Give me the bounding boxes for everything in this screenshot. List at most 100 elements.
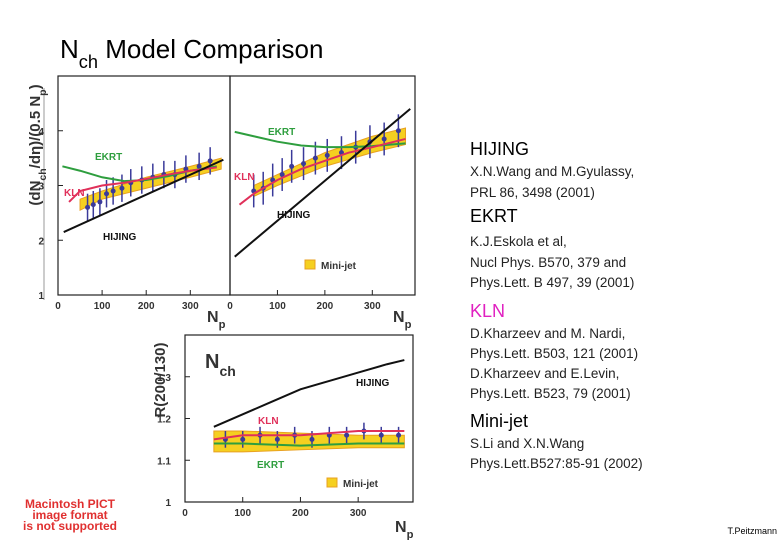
data-point — [90, 202, 96, 208]
plot-frame — [229, 75, 416, 296]
legend-label: Mini-jet — [321, 261, 357, 272]
x-tick-label: 0 — [227, 301, 233, 312]
data-point — [119, 185, 125, 191]
reference-line: K.J.Eskola et al, — [470, 234, 567, 249]
legend-swatch — [326, 477, 338, 488]
data-point — [381, 136, 387, 142]
x-axis-label: Np — [395, 519, 414, 540]
x-axis-label-part: p — [407, 529, 414, 540]
data-point — [207, 158, 213, 164]
data-point — [289, 163, 295, 169]
model-line — [234, 108, 411, 258]
y-axis-label-part: ) — [27, 84, 44, 89]
x-tick-label: 300 — [364, 301, 381, 312]
x-tick-label: 0 — [55, 301, 61, 312]
model-line — [213, 442, 405, 447]
data-point — [324, 152, 330, 158]
y-tick-label: 1.1 — [157, 456, 171, 467]
y-axis-label-part: (dN — [27, 181, 44, 206]
author: T.Peitzmann — [727, 526, 777, 536]
data-point — [301, 161, 307, 167]
x-tick-label: 300 — [350, 508, 367, 519]
y-tick-label: 4 — [38, 127, 44, 138]
reference-line: Phys.Lett.B527:85-91 (2002) — [470, 456, 643, 471]
slide-title-part: ch — [79, 52, 98, 72]
data-point — [104, 191, 110, 197]
y-axis-label: (dNch/dη)/(0.5 Np) — [27, 84, 49, 205]
y-tick-label: 1.3 — [157, 373, 171, 384]
data-point — [274, 436, 280, 442]
series-label: EKRT — [257, 460, 284, 471]
model-line — [68, 166, 217, 203]
x-axis-label: Np — [207, 309, 226, 331]
x-axis-label-part: N — [207, 309, 219, 326]
data-point — [196, 163, 202, 169]
slide-title-part: N — [60, 34, 79, 64]
reference-line: D.Kharzeev and M. Nardi, — [470, 326, 625, 341]
reference-line: X.N.Wang and M.Gyulassy, — [470, 164, 634, 179]
reference-heading: KLN — [470, 301, 505, 321]
legend-swatch — [304, 259, 316, 270]
x-tick-label: 200 — [138, 301, 155, 312]
data-point — [240, 436, 246, 442]
data-point — [344, 432, 350, 438]
slide-title: Nch Model Comparison — [60, 34, 323, 72]
x-tick-label: 100 — [94, 301, 111, 312]
y-tick-label: 3 — [38, 182, 44, 193]
annotation: Nch — [205, 351, 236, 379]
slide-title-part: Model Comparison — [98, 34, 323, 64]
model-line — [213, 359, 405, 428]
y-axis-label-part: p — [37, 89, 49, 95]
data-point — [312, 155, 318, 161]
reference-heading: EKRT — [470, 206, 518, 226]
series-label: EKRT — [95, 152, 122, 163]
placeholder-text: Macintosh PICT — [25, 497, 116, 511]
data-point — [279, 172, 285, 178]
reference-line: PRL 86, 3498 (2001) — [470, 185, 595, 200]
data-point — [378, 432, 384, 438]
series-label: KLN — [258, 416, 279, 427]
y-tick-label: 1 — [38, 291, 44, 302]
reference-line: D.Kharzeev and E.Levin, — [470, 366, 619, 381]
x-tick-label: 100 — [269, 301, 286, 312]
x-tick-label: 300 — [182, 301, 199, 312]
y-axis-label-part: ch — [37, 168, 49, 180]
data-point — [396, 432, 402, 438]
x-axis-label-part: p — [219, 319, 226, 331]
x-tick-label: 200 — [317, 301, 334, 312]
x-axis-label-part: N — [393, 309, 405, 326]
y-tick-label: 2 — [38, 236, 44, 247]
reference-line: Nucl Phys. B570, 379 and — [470, 255, 626, 270]
model-line — [234, 130, 406, 149]
reference-line: Phys.Lett. B523, 79 (2001) — [470, 386, 631, 401]
annotation-part: N — [205, 351, 219, 373]
x-tick-label: 0 — [182, 508, 188, 519]
reference-line: Phys.Lett. B 497, 39 (2001) — [470, 275, 634, 290]
series-label: HIJING — [103, 232, 137, 243]
model-line — [63, 158, 224, 233]
x-axis-label-part: p — [405, 319, 412, 331]
y-tick-label: 1.2 — [157, 415, 171, 426]
model-line — [213, 430, 405, 441]
reference-heading: HIJING — [470, 139, 529, 159]
data-point — [395, 128, 401, 134]
x-tick-label: 100 — [234, 508, 251, 519]
reference-line: S.Li and X.N.Wang — [470, 436, 584, 451]
series-label: EKRT — [268, 127, 295, 138]
y-axis-label: R(200/130) — [152, 342, 169, 417]
data-point — [97, 199, 103, 205]
series-label: HIJING — [277, 210, 311, 221]
y-tick-label: 1 — [165, 498, 171, 509]
series-label: KLN — [64, 188, 85, 199]
series-label: HIJING — [356, 378, 390, 389]
placeholder-text: is not supported — [23, 519, 117, 533]
x-axis-label: Np — [393, 309, 412, 331]
reference-line: Phys.Lett. B503, 121 (2001) — [470, 346, 638, 361]
y-axis-label-part: /dη)/(0.5 N — [27, 96, 44, 169]
reference-heading: Mini-jet — [470, 411, 528, 431]
annotation-part: ch — [219, 363, 235, 379]
placeholder-text: image format — [32, 508, 107, 522]
legend-label: Mini-jet — [343, 479, 379, 490]
